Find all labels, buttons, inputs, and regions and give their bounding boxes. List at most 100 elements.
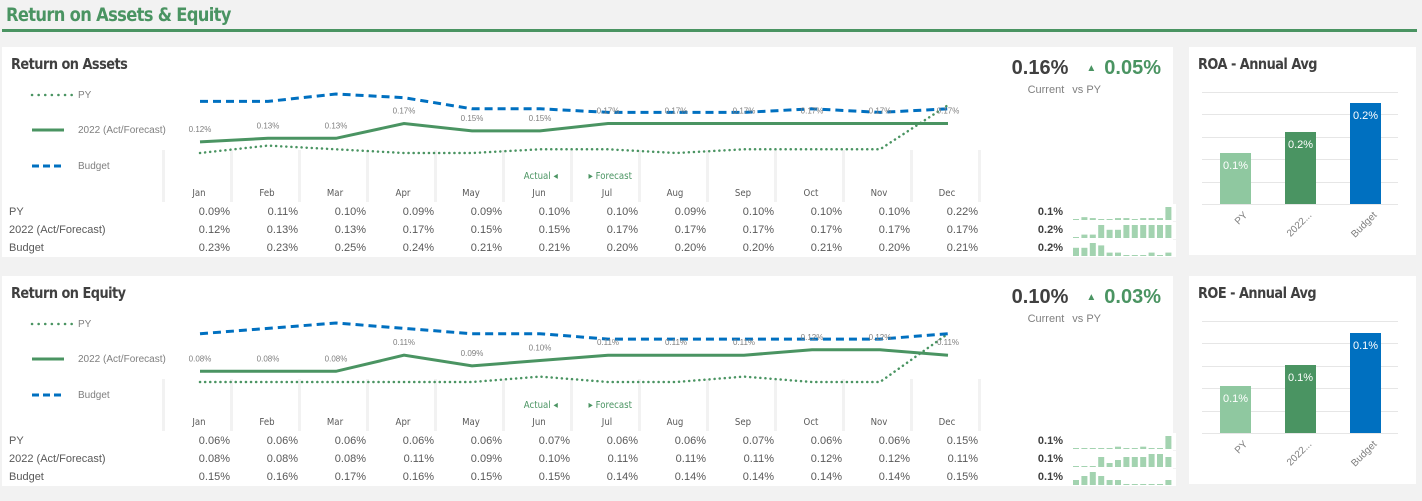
- cell-jul: 0.11%: [575, 451, 640, 468]
- roe-annual-avg-panel: ROE - Annual Avg 0.1% PY 0.1% 2022... 0.1% Bu…: [1189, 276, 1416, 484]
- cell-jan: 0.09%: [167, 204, 232, 221]
- month-label-oct: Oct: [803, 417, 819, 428]
- grid-separator: [502, 150, 505, 202]
- grid-separator: [162, 379, 165, 431]
- roa-kpi: 0.16% ▲ 0.05% Current vs PY: [1012, 57, 1161, 96]
- cell-may: 0.15%: [439, 222, 504, 239]
- bar-budget[interactable]: [1350, 103, 1381, 204]
- roe-current-value: 0.10%: [1011, 286, 1069, 308]
- bar-value-label: 0.1%: [1222, 392, 1249, 405]
- cell-aug: 0.06%: [643, 433, 708, 450]
- cell-jun: 0.10%: [507, 204, 572, 221]
- cell-oct: 0.14%: [779, 469, 844, 486]
- bar-py[interactable]: [1220, 152, 1251, 204]
- cell-aug: 0.11%: [643, 451, 708, 468]
- cell-jul: 0.06%: [575, 433, 640, 450]
- svg-text:0.12%: 0.12%: [869, 333, 892, 342]
- gridline: [1202, 320, 1398, 322]
- cell-aug: 0.17%: [643, 222, 708, 239]
- bar-value-label: 0.1%: [1287, 372, 1314, 385]
- gridline: [1202, 433, 1398, 434]
- grid-separator: [978, 379, 981, 431]
- grid-separator: [570, 379, 573, 431]
- bar-py[interactable]: [1220, 385, 1251, 433]
- bar-budget[interactable]: [1350, 332, 1381, 433]
- sparkline: [1070, 469, 1176, 486]
- sparkline: [1070, 433, 1176, 450]
- roa-line-chart: 0.12% 0.13% 0.13% 0.17% 0.15% 0.15% 0.17% 0.17%…: [189, 92, 959, 155]
- svg-text:0.17%: 0.17%: [665, 107, 688, 116]
- vs-py-label: vs PY: [1072, 313, 1101, 325]
- row-total: 0.2%: [983, 222, 1067, 239]
- month-label-jul: Jul: [601, 417, 613, 428]
- actual-marker: Actual ◂: [523, 171, 558, 182]
- cell-sep: 0.20%: [711, 240, 776, 257]
- svg-text:0.08%: 0.08%: [189, 354, 212, 363]
- cell-mar: 0.25%: [303, 240, 368, 257]
- cell-feb: 0.23%: [235, 240, 300, 257]
- bar-value-label: 0.2%: [1352, 110, 1379, 123]
- roe-delta: ▲ 0.03%: [1086, 286, 1161, 309]
- roe-title: Return on Equity: [11, 284, 126, 302]
- month-label-sep: Sep: [734, 417, 752, 428]
- cell-apr: 0.24%: [371, 240, 436, 257]
- svg-text:0.11%: 0.11%: [733, 338, 755, 347]
- cell-sep: 0.07%: [711, 433, 776, 450]
- table-row: Budget 0.15% 0.16% 0.17% 0.16% 0.15% 0.15% 0.14…: [2, 469, 1176, 486]
- bar-2022[interactable]: [1285, 131, 1316, 204]
- month-label-apr: Apr: [395, 417, 411, 428]
- cell-sep: 0.14%: [711, 469, 776, 486]
- cell-aug: 0.09%: [643, 204, 708, 221]
- bar-value-label: 0.1%: [1352, 339, 1379, 352]
- grid-separator: [638, 150, 641, 202]
- roa-current-value: 0.16%: [1011, 57, 1069, 79]
- bar-2022[interactable]: [1285, 365, 1316, 433]
- legend-py: PY: [30, 319, 91, 330]
- cell-may: 0.21%: [439, 240, 504, 257]
- legend-py: PY: [30, 90, 91, 101]
- month-label-nov: Nov: [870, 417, 888, 428]
- cell-oct: 0.12%: [779, 451, 844, 468]
- month-label-dec: Dec: [938, 417, 956, 428]
- cell-jan: 0.15%: [167, 469, 232, 486]
- table-row: PY 0.09% 0.11% 0.10% 0.09% 0.09% 0.10% 0.10% 0.0…: [2, 204, 1176, 221]
- grid-separator: [298, 379, 301, 431]
- svg-text:0.08%: 0.08%: [257, 354, 280, 363]
- legend-py-label: PY: [78, 319, 92, 330]
- roe-panel: Return on Equity 0.10% ▲ 0.03% Current vs …: [2, 276, 1176, 486]
- forecast-marker: ▸ Forecast: [588, 400, 632, 411]
- month-label-may: May: [462, 188, 480, 199]
- legend-2022: 2022 (Act/Forecast): [30, 354, 166, 365]
- legend-py-line-icon: [30, 319, 78, 330]
- grid-separator: [978, 150, 981, 202]
- current-label: Current: [1027, 84, 1065, 96]
- roe-delta-value: 0.03%: [1104, 286, 1161, 308]
- table-row: 2022 (Act/Forecast) 0.12% 0.13% 0.13% 0.17% 0…: [2, 222, 1176, 239]
- cell-may: 0.06%: [439, 433, 504, 450]
- cell-nov: 0.10%: [847, 204, 912, 221]
- row-total: 0.2%: [983, 240, 1067, 257]
- bar-category-label: Budget: [1349, 439, 1380, 470]
- current-label: Current: [1027, 313, 1065, 325]
- sparkline: [1070, 240, 1176, 257]
- grid-separator: [434, 150, 437, 202]
- row-total: 0.1%: [983, 451, 1067, 468]
- row-label: 2022 (Act/Forecast): [2, 451, 164, 468]
- gridline: [1202, 114, 1398, 115]
- cell-may: 0.09%: [439, 451, 504, 468]
- cell-apr: 0.06%: [371, 433, 436, 450]
- svg-text:0.11%: 0.11%: [665, 338, 687, 347]
- grid-separator: [910, 379, 913, 431]
- cell-mar: 0.10%: [303, 204, 368, 221]
- cell-jul: 0.10%: [575, 204, 640, 221]
- legend-2022-label: 2022 (Act/Forecast): [78, 354, 166, 365]
- cell-oct: 0.10%: [779, 204, 844, 221]
- month-label-jun: Jun: [532, 417, 546, 428]
- cell-jan: 0.12%: [167, 222, 232, 239]
- row-total: 0.1%: [983, 469, 1067, 486]
- gridline: [1202, 91, 1398, 93]
- grid-separator: [298, 150, 301, 202]
- svg-text:0.12%: 0.12%: [801, 333, 824, 342]
- month-label-mar: Mar: [326, 417, 344, 428]
- roa-avg-title: ROA - Annual Avg: [1198, 55, 1317, 73]
